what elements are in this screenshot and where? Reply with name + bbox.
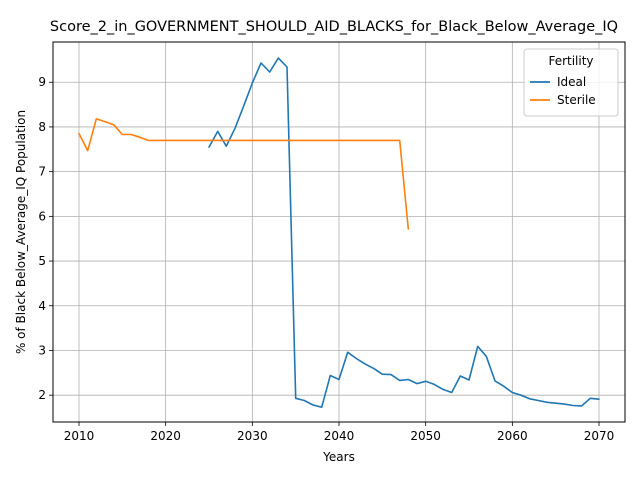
y-tick-label: 6	[38, 209, 46, 223]
x-tick-label: 2050	[410, 429, 441, 443]
series-line-sterile	[78, 118, 410, 230]
y-tick-label: 9	[38, 75, 46, 89]
y-tick-label: 5	[38, 254, 46, 268]
x-axis-label: Years	[322, 450, 355, 464]
series-line-ideal	[208, 57, 600, 409]
legend-label-sterile: Sterile	[557, 93, 596, 107]
chart-title: Score_2_in_GOVERNMENT_SHOULD_AID_BLACKS_…	[50, 19, 618, 35]
y-tick-label: 3	[38, 343, 46, 357]
legend-title: Fertility	[548, 54, 593, 68]
x-tick-label: 2070	[584, 429, 615, 443]
x-axis-ticks: 2010 2020 2030 2040 2050 2060 2070	[64, 422, 615, 443]
legend: Fertility Ideal Sterile	[523, 48, 619, 117]
y-axis-label: % of Black Below_Average_IQ Population	[14, 110, 28, 354]
y-axis-ticks: 2 3 4 5 6 7 8 9	[38, 75, 53, 402]
x-tick-label: 2020	[150, 429, 181, 443]
y-tick-label: 8	[38, 120, 46, 134]
x-tick-label: 2010	[64, 429, 95, 443]
series-lines	[78, 57, 600, 409]
y-tick-label: 4	[38, 299, 46, 313]
legend-label-ideal: Ideal	[557, 75, 586, 89]
x-tick-label: 2030	[237, 429, 268, 443]
x-tick-label: 2040	[324, 429, 355, 443]
y-tick-label: 7	[38, 165, 46, 179]
grid-lines	[53, 42, 625, 422]
x-tick-label: 2060	[497, 429, 528, 443]
y-tick-label: 2	[38, 388, 46, 402]
